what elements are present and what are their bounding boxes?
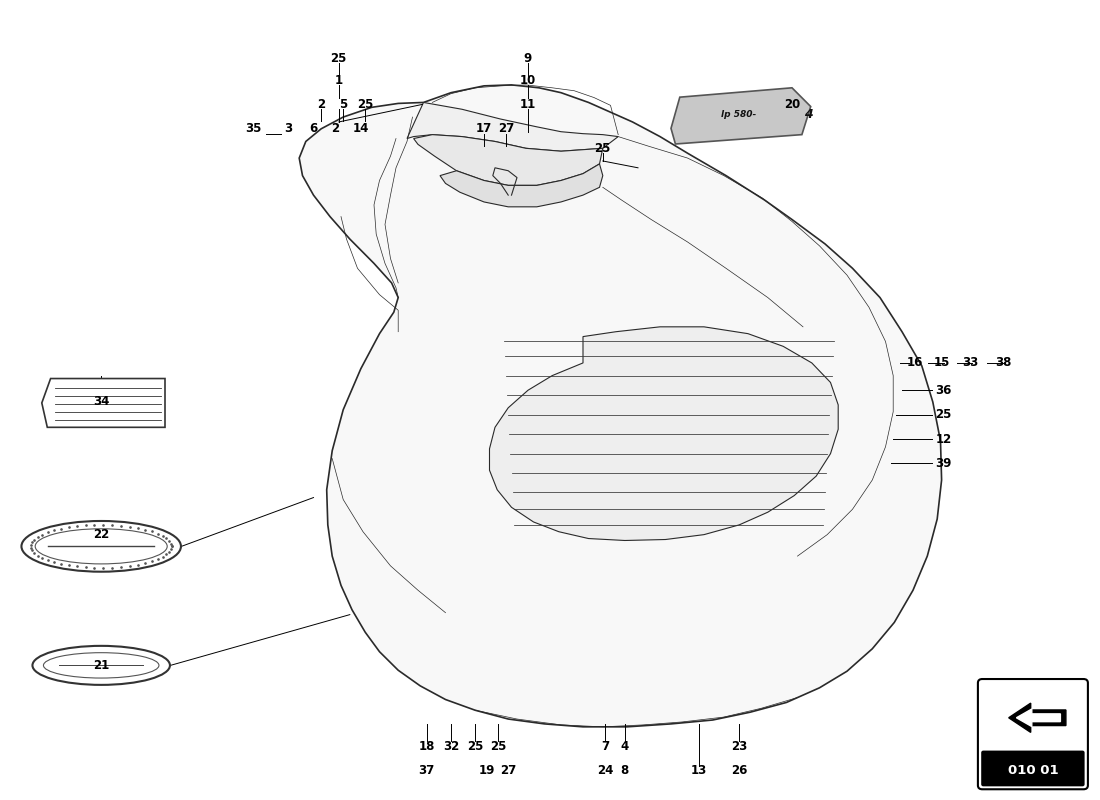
Text: 7: 7 — [601, 740, 609, 753]
Polygon shape — [490, 327, 838, 541]
Text: 21: 21 — [94, 659, 109, 672]
Text: a passion for parts since 1985: a passion for parts since 1985 — [433, 356, 711, 540]
Text: 5: 5 — [339, 98, 348, 111]
Ellipse shape — [35, 529, 167, 564]
Text: 34: 34 — [94, 395, 109, 409]
Text: 9: 9 — [524, 52, 532, 65]
Polygon shape — [42, 378, 165, 427]
Polygon shape — [407, 102, 618, 151]
Text: 18: 18 — [419, 740, 435, 753]
Polygon shape — [414, 134, 603, 186]
Text: 2: 2 — [317, 98, 326, 111]
Text: 27: 27 — [500, 764, 516, 778]
Text: 20: 20 — [784, 98, 800, 111]
Text: 25: 25 — [595, 142, 610, 154]
FancyArrow shape — [1016, 709, 1060, 726]
FancyBboxPatch shape — [978, 679, 1088, 790]
Text: 24: 24 — [597, 764, 613, 778]
Text: 19: 19 — [480, 764, 495, 778]
Text: 010 01: 010 01 — [1008, 764, 1058, 777]
Text: eurosNparts: eurosNparts — [422, 195, 744, 421]
Polygon shape — [440, 164, 603, 207]
Text: 14: 14 — [353, 122, 369, 135]
Text: 11: 11 — [520, 98, 536, 111]
Text: 39: 39 — [936, 457, 952, 470]
Polygon shape — [671, 88, 811, 144]
Text: 38: 38 — [996, 357, 1011, 370]
Text: 33: 33 — [962, 357, 978, 370]
Text: 4: 4 — [804, 108, 813, 121]
Text: 27: 27 — [498, 122, 514, 135]
Text: 4: 4 — [620, 740, 629, 753]
Text: lp 580-: lp 580- — [720, 110, 757, 119]
Text: 25: 25 — [936, 408, 952, 421]
Text: 15: 15 — [934, 357, 949, 370]
Text: 8: 8 — [620, 764, 629, 778]
Text: 2: 2 — [331, 122, 340, 135]
Text: 36: 36 — [936, 384, 952, 397]
Ellipse shape — [33, 646, 169, 685]
Ellipse shape — [22, 521, 180, 572]
Text: 13: 13 — [691, 764, 706, 778]
Text: 26: 26 — [732, 764, 747, 778]
Text: 1: 1 — [334, 74, 343, 86]
Text: 37: 37 — [419, 764, 435, 778]
Text: 35: 35 — [245, 122, 261, 135]
Text: 25: 25 — [358, 98, 373, 111]
Ellipse shape — [43, 653, 158, 678]
Text: 6: 6 — [309, 122, 318, 135]
Text: 25: 25 — [331, 52, 346, 65]
Text: 32: 32 — [443, 740, 459, 753]
Text: 12: 12 — [936, 433, 952, 446]
Text: 3: 3 — [284, 122, 293, 135]
Text: 23: 23 — [732, 740, 747, 753]
FancyArrow shape — [1009, 703, 1066, 732]
FancyBboxPatch shape — [981, 750, 1085, 786]
Text: 16: 16 — [908, 357, 923, 370]
Text: 10: 10 — [520, 74, 536, 86]
Text: 25: 25 — [491, 740, 506, 753]
Text: 17: 17 — [476, 122, 492, 135]
Polygon shape — [299, 85, 942, 727]
Text: 22: 22 — [94, 528, 109, 541]
Text: 25: 25 — [468, 740, 483, 753]
